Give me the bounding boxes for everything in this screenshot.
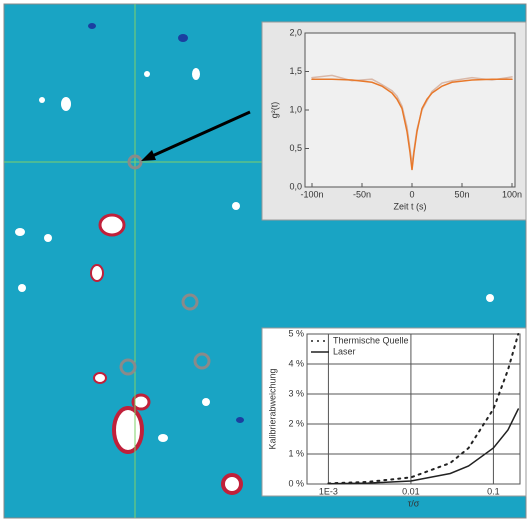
x-axis-label: τ/σ: [408, 498, 420, 508]
series-line: [327, 408, 520, 485]
y-axis-label: g²(t): [269, 102, 279, 119]
x-tick-label: 100n: [502, 189, 522, 199]
plot-area: [304, 32, 516, 188]
y-tick-label: 1,5: [289, 66, 302, 76]
markers: [119, 154, 211, 376]
y-tick-label: 2 %: [288, 418, 304, 428]
x-tick-label: -50n: [353, 189, 371, 199]
y-tick-label: 2,0: [289, 27, 302, 37]
y-tick-label: 0 %: [288, 478, 304, 488]
arrow-head: [141, 150, 156, 161]
x-tick-label: 1E-3: [319, 486, 338, 496]
legend-label: Laser: [333, 346, 356, 356]
y-tick-label: 1,0: [289, 104, 302, 114]
y-tick-label: 1 %: [288, 448, 304, 458]
x-axis-label: Zeit t (s): [394, 201, 427, 211]
y-axis-label: Kalibrierabweichung: [267, 368, 277, 449]
legend-label: Thermische Quelle: [333, 335, 409, 345]
plot-area: [306, 333, 521, 485]
x-tick-label: 0.1: [487, 486, 500, 496]
arrow: [149, 110, 251, 159]
y-tick-label: 3 %: [288, 388, 304, 398]
y-tick-label: 0,0: [289, 181, 302, 191]
x-tick-label: 0.01: [402, 486, 420, 496]
x-tick-label: 50n: [454, 189, 469, 199]
series-line: [311, 78, 513, 171]
x-tick-label: 0: [409, 189, 414, 199]
y-tick-label: 4 %: [288, 358, 304, 368]
x-tick-label: -100n: [300, 189, 323, 199]
y-tick-label: 5 %: [288, 328, 304, 338]
y-tick-label: 0,5: [289, 143, 302, 153]
